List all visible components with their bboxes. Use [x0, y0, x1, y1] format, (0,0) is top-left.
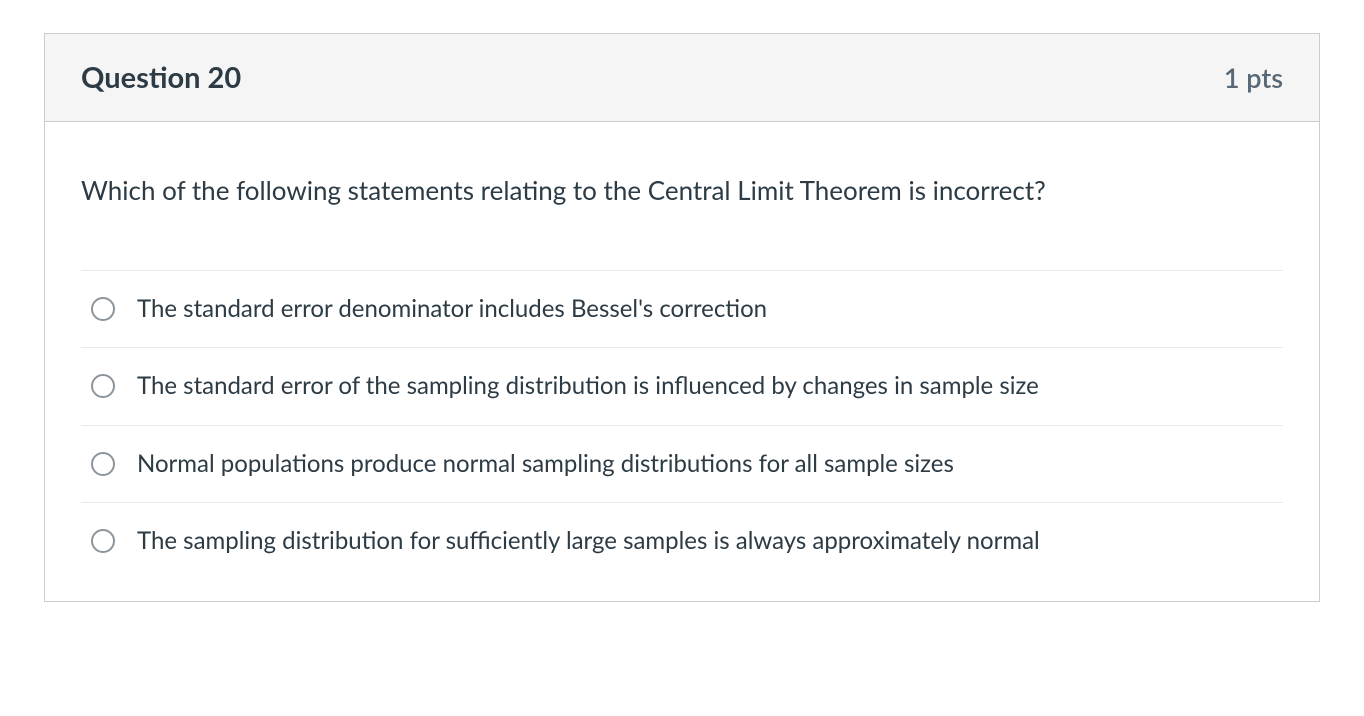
option-row[interactable]: The standard error denominator includes …: [81, 270, 1283, 347]
radio-icon[interactable]: [91, 297, 115, 321]
options-list: The standard error denominator includes …: [81, 270, 1283, 568]
option-label: The standard error of the sampling distr…: [137, 370, 1039, 402]
radio-icon[interactable]: [91, 529, 115, 553]
question-header: Question 20 1 pts: [45, 34, 1319, 122]
option-label: The sampling distribution for sufficient…: [137, 525, 1040, 557]
radio-icon[interactable]: [91, 452, 115, 476]
question-body: Which of the following statements relati…: [45, 122, 1319, 601]
question-prompt: Which of the following statements relati…: [81, 174, 1283, 208]
question-title: Question 20: [81, 60, 241, 95]
question-points: 1 pts: [1224, 61, 1283, 94]
option-row[interactable]: The standard error of the sampling distr…: [81, 347, 1283, 424]
option-row[interactable]: The sampling distribution for sufficient…: [81, 502, 1283, 567]
radio-icon[interactable]: [91, 374, 115, 398]
option-label: Normal populations produce normal sampli…: [137, 448, 954, 480]
option-label: The standard error denominator includes …: [137, 293, 767, 325]
question-card: Question 20 1 pts Which of the following…: [44, 33, 1320, 602]
option-row[interactable]: Normal populations produce normal sampli…: [81, 425, 1283, 502]
